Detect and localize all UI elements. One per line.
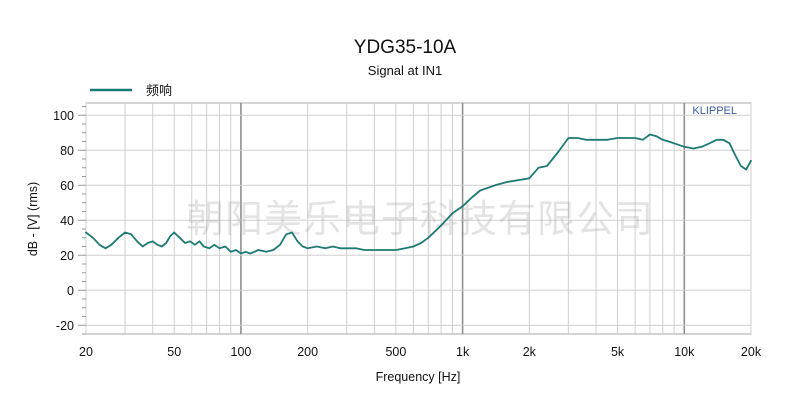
grid: [85, 103, 752, 334]
y-tick-label: 80: [60, 144, 74, 158]
x-axis-ticks: 20 50 100 200 500 1k 2k 5k 10k 20k: [79, 345, 762, 359]
legend: 频响: [90, 83, 172, 98]
x-tick-label: 5k: [611, 345, 625, 359]
x-tick-label: 500: [385, 345, 406, 359]
plot-background: [85, 102, 752, 335]
y-tick-label: -20: [56, 319, 74, 333]
y-axis-label: dB - [V] (rms): [26, 182, 40, 256]
watermark-text: 朝阳美乐电子科技有限公司: [186, 199, 654, 241]
brand-label: KLIPPEL: [692, 105, 737, 117]
y-tick-label: 60: [60, 179, 74, 193]
x-tick-label: 200: [297, 345, 318, 359]
x-axis-label: Frequency [Hz]: [376, 370, 461, 384]
y-tick-label: 40: [60, 214, 74, 228]
x-tick-label: 2k: [523, 345, 537, 359]
chart-title: YDG35-10A: [354, 37, 457, 58]
x-tick-label: 20: [79, 345, 93, 359]
x-tick-label: 10k: [674, 345, 695, 359]
x-tick-label: 1k: [456, 345, 470, 359]
series-layer: [85, 133, 752, 255]
y-tick-label: 100: [53, 109, 74, 123]
legend-label: 频响: [146, 83, 172, 98]
series-line-0: [85, 133, 752, 255]
x-tick-label: 20k: [741, 345, 762, 359]
chart-subtitle: Signal at IN1: [368, 63, 442, 78]
x-tick-label: 50: [167, 345, 181, 359]
plot-area: KLIPPEL 朝阳美乐电子科技有限公司: [85, 102, 752, 335]
y-tick-label: 0: [67, 284, 74, 298]
y-tick-label: 20: [60, 249, 74, 263]
y-axis-ticks: -20 0 20 40 60 80 100: [53, 106, 86, 335]
x-tick-label: 100: [231, 345, 252, 359]
